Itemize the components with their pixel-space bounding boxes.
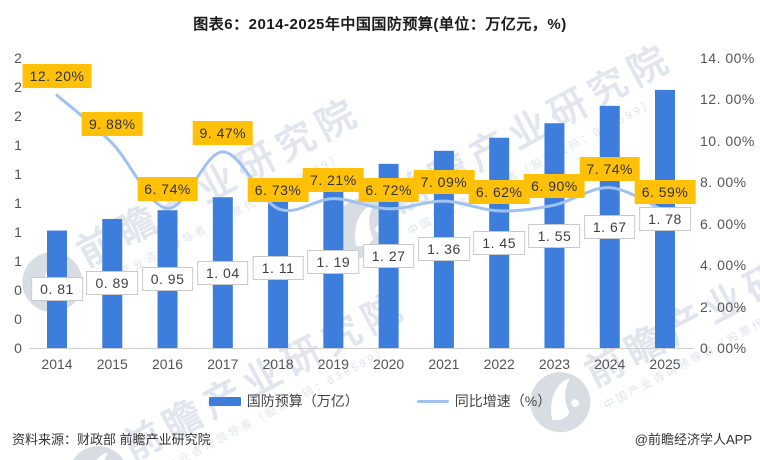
legend-item-growth: 同比增速（%） bbox=[416, 391, 552, 411]
bar-2016 bbox=[157, 210, 178, 348]
bar-2022 bbox=[489, 137, 510, 348]
legend-label-budget: 国防预算（万亿） bbox=[246, 393, 359, 409]
bar-2025 bbox=[655, 89, 675, 349]
data-source-note: 资料来源：财政部 前瞻产业研究院 bbox=[12, 432, 211, 447]
growth-rate-line bbox=[55, 93, 667, 213]
chart-legend: 国防预算（万亿） 同比增速（%） bbox=[0, 391, 760, 411]
bar-2024 bbox=[599, 105, 620, 348]
line-series-swatch-icon bbox=[416, 399, 449, 403]
brand-credit: @前瞻经济学人APP bbox=[634, 432, 752, 447]
bar-series-swatch-icon bbox=[208, 396, 241, 406]
bar-2021 bbox=[433, 150, 454, 348]
bar-2020 bbox=[378, 163, 399, 348]
bar-2015 bbox=[102, 218, 123, 348]
legend-label-growth: 同比增速（%） bbox=[454, 393, 552, 409]
bar-2017 bbox=[212, 197, 233, 348]
legend-item-budget: 国防预算（万亿） bbox=[208, 391, 359, 411]
bar-2014 bbox=[47, 230, 67, 348]
bar-2019 bbox=[323, 175, 344, 348]
bar-2023 bbox=[544, 123, 565, 348]
chart-title: 图表6：2014-2025年中国国防预算(单位：万亿元，%) bbox=[193, 16, 567, 33]
